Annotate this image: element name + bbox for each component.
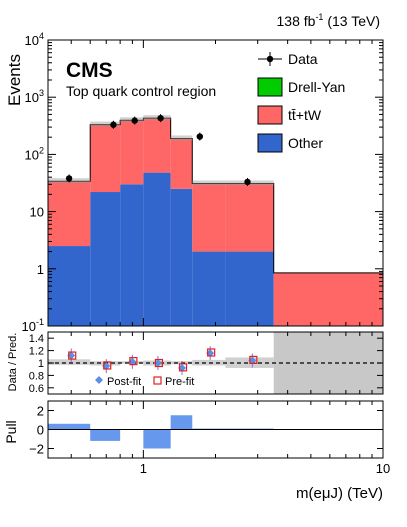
other-stack-bar (90, 192, 121, 326)
data-point (65, 175, 73, 182)
ratio-panel: 0.60.811.21.4 Post-fit Pre-fit (29, 331, 384, 395)
tt-tw-stack-bar (192, 183, 226, 252)
legend-pre-fit-marker (153, 376, 162, 385)
pre-fit-point (68, 351, 77, 360)
legend-label-data: Data (288, 51, 318, 67)
legend-label-other: Other (288, 135, 323, 151)
legend-post-fit-marker (95, 376, 103, 384)
ratio-y-tick-label: 0.8 (29, 370, 44, 382)
data-point (157, 114, 164, 122)
y-tick-label: 1 (37, 262, 44, 277)
stack-uncertainty-band (170, 135, 193, 141)
pull-panel: −2 0 2 1 10 (29, 400, 390, 476)
pull-bar (48, 423, 91, 430)
other-stack-bar (143, 172, 171, 326)
luminosity-label: 138 fb-1 (13 TeV) (277, 12, 381, 29)
ratio-uncertainty-band (192, 359, 226, 366)
ratio-y-tick-label: 1 (38, 358, 44, 370)
pre-fit-point (129, 357, 138, 366)
other-stack-bar (120, 184, 144, 326)
stack-uncertainty-band (192, 180, 226, 186)
pull-y-tick-label: 0 (37, 423, 44, 438)
other-stack-bar (170, 188, 193, 326)
y-tick-label: 102 (25, 145, 44, 162)
other-stack-bar (48, 246, 91, 326)
pre-fit-point (249, 355, 258, 364)
legend-label-drell-yan: Drell-Yan (288, 79, 345, 95)
pre-fit-point (178, 363, 188, 372)
legend-data-marker (266, 55, 274, 63)
legend-pre-fit-label: Pre-fit (165, 376, 194, 388)
tt-tw-stack-bar (170, 138, 193, 189)
pre-fit-point (154, 358, 164, 368)
legend-swatch-drell-yan (257, 77, 283, 97)
legend-label-tt-tw: tt̄+tW (288, 107, 322, 123)
data-point (110, 121, 117, 128)
other-stack-bar (225, 251, 274, 326)
y-tick-label: 10-1 (22, 317, 44, 334)
tt-tw-stack-bar (225, 183, 274, 252)
tt-tw-stack-bar (273, 272, 383, 326)
pull-bar (170, 415, 193, 430)
other-stack-bar (192, 251, 226, 326)
y-axis-title-ratio: Data / Pred. (7, 333, 19, 392)
data-point (196, 133, 204, 140)
region-label: Top quark control region (66, 83, 216, 99)
y-tick-label: 103 (25, 88, 44, 105)
pre-fit-point (207, 348, 216, 357)
legend-swatch-tt-tw (257, 105, 283, 125)
tt-tw-stack-bar (90, 124, 121, 193)
pre-fit-point (103, 361, 112, 370)
data-point (244, 178, 251, 186)
ratio-y-tick-label: 0.6 (29, 383, 44, 395)
experiment-label: CMS (66, 59, 113, 82)
legend-swatch-other (257, 133, 283, 153)
y-axis-title-pull: Pull (3, 420, 19, 443)
stack-uncertainty-band (90, 121, 121, 127)
ratio-y-tick-label: 1.4 (29, 333, 44, 345)
pull-y-tick-label: −2 (29, 442, 44, 457)
pull-bar (143, 429, 171, 449)
legend-post-fit-label: Post-fit (107, 376, 141, 388)
x-tick-label: 1 (140, 461, 147, 476)
pull-bar (90, 429, 121, 441)
y-axis-title-main: Events (5, 54, 24, 106)
x-axis-title: m(eμJ) (TeV) (296, 485, 383, 502)
stack-uncertainty-band (143, 115, 171, 121)
legend: Data Drell-Yan tt̄+tW Other (257, 51, 345, 153)
tt-tw-stack-bar (143, 118, 171, 173)
y-tick-label: 104 (25, 31, 44, 48)
ratio-y-tick-label: 1.2 (29, 346, 44, 358)
main-histogram-panel: 10-1 1 10 102 103 104 Data Drell-Yan tt̄+tW Other (22, 31, 384, 334)
tt-tw-stack-bar (120, 120, 144, 185)
data-point (131, 117, 138, 124)
x-tick-label: 10 (376, 461, 390, 476)
ratio-uncertainty-band (48, 359, 91, 365)
tt-tw-stack-bar (48, 181, 91, 247)
pull-y-tick-label: 2 (37, 404, 44, 419)
y-tick-label: 10 (30, 205, 44, 220)
